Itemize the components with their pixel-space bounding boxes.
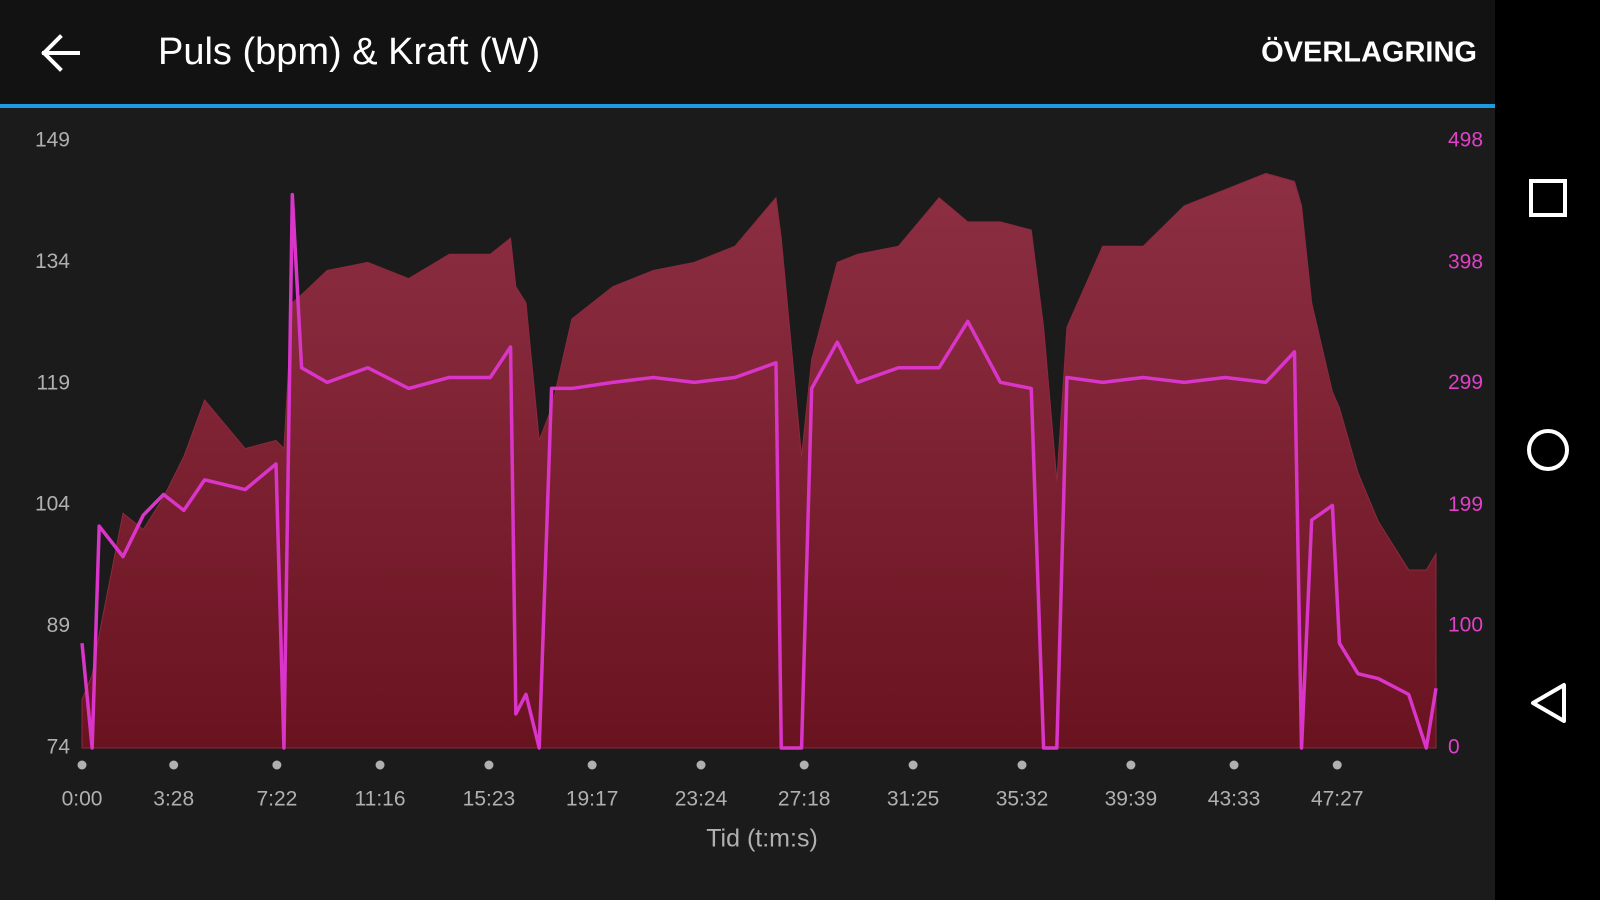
x-axis-title: Tid (t:m:s)	[706, 825, 818, 853]
x-tick-dot	[272, 760, 282, 770]
y-tick-label: 89	[47, 614, 70, 637]
heart-rate-area	[81, 172, 1437, 749]
nav-bar	[1495, 0, 1600, 900]
x-tick-label: 43:33	[1208, 788, 1261, 811]
x-tick-label: 7:22	[256, 788, 297, 811]
x-tick-dot	[587, 760, 597, 770]
back-button[interactable]	[41, 34, 80, 72]
y2-tick-label: 398	[1448, 250, 1483, 273]
recents-button[interactable]	[1529, 179, 1567, 217]
y2-tick-label: 299	[1448, 371, 1483, 394]
x-tick-dot	[1017, 760, 1027, 770]
y2-tick-label: 498	[1448, 129, 1483, 152]
x-tick-dot	[908, 760, 918, 770]
back-nav-button[interactable]	[1531, 683, 1566, 723]
y-tick-label: 104	[35, 493, 70, 516]
y-tick-label: 119	[37, 371, 70, 394]
home-button[interactable]	[1527, 429, 1569, 471]
back-arrow-head	[41, 34, 63, 72]
y2-tick-label: 100	[1448, 614, 1483, 637]
x-tick-label: 23:24	[675, 788, 728, 811]
plot: 74 89 104 119 134 149 0 100 199 299 398 498 0:00 3:28…	[35, 129, 1483, 853]
power-line	[80, 192, 1438, 750]
app-bar	[0, 0, 1495, 104]
y2-tick-label: 199	[1448, 493, 1483, 516]
x-tick-label: 19:17	[566, 788, 619, 811]
x-tick-dot	[375, 760, 385, 770]
x-tick-label: 11:16	[355, 788, 406, 811]
x-tick-label: 3:28	[153, 788, 194, 811]
overlay-button[interactable]: ÖVERLAGRING	[1261, 36, 1477, 69]
y2-tick-label: 0	[1448, 736, 1460, 759]
app-bar-underline	[0, 104, 1495, 108]
x-tick-dot	[1229, 760, 1239, 770]
x-tick-dot	[169, 760, 179, 770]
x-tick-dot	[77, 760, 87, 770]
x-tick-dot	[484, 760, 494, 770]
y-tick-label: 149	[35, 129, 70, 152]
x-tick-dot	[1332, 760, 1342, 770]
x-tick-dot	[1126, 760, 1136, 770]
x-tick-dot	[696, 760, 706, 770]
x-tick-label: 0:00	[62, 788, 103, 811]
x-tick-label: 47:27	[1311, 788, 1364, 811]
x-tick-label: 39:39	[1105, 788, 1158, 811]
chart-title: Puls (bpm) & Kraft (W)	[158, 31, 540, 73]
x-tick-label: 35:32	[996, 788, 1049, 811]
y-tick-label: 134	[35, 250, 70, 273]
x-tick-dot	[799, 760, 809, 770]
x-tick-label: 15:23	[463, 788, 516, 811]
x-tick-label: 27:18	[778, 788, 831, 811]
y-tick-label: 74	[47, 736, 71, 759]
x-tick-label: 31:25	[887, 788, 940, 811]
